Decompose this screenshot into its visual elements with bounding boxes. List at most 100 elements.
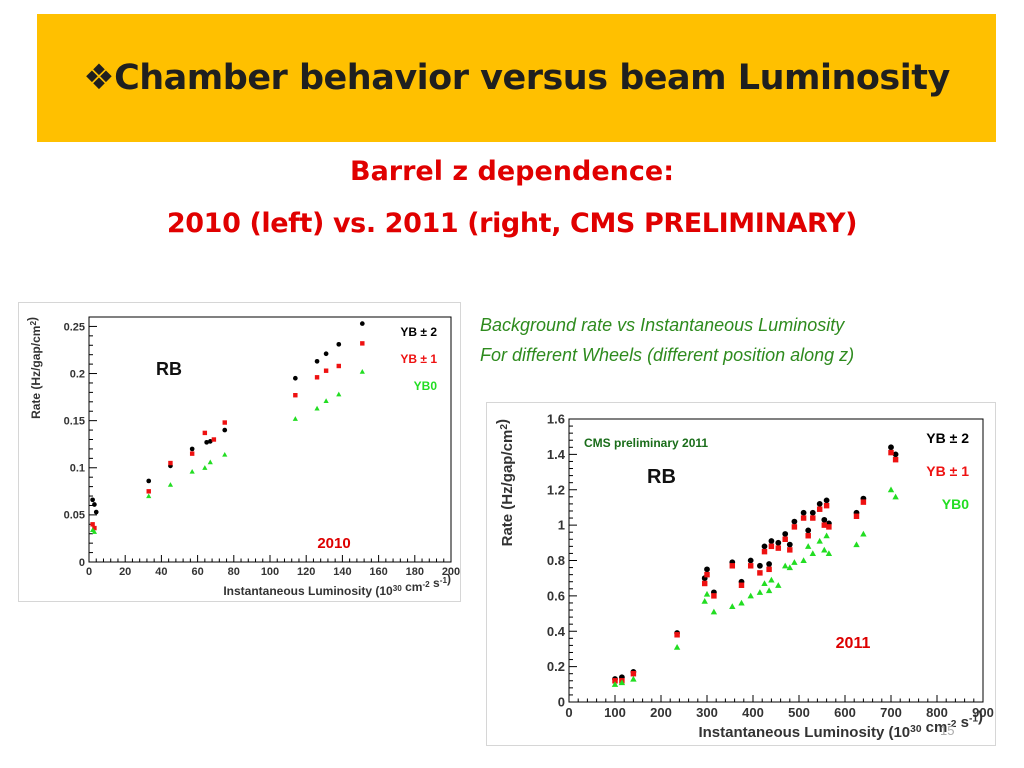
data-point-triangle <box>816 537 823 544</box>
data-point-square <box>630 670 637 677</box>
data-point-triangle <box>292 416 298 421</box>
data-point-square <box>782 536 788 542</box>
data-point-circle <box>821 516 828 523</box>
data-point-square <box>775 545 782 551</box>
year-label: 2010 <box>317 535 350 552</box>
x-tick-label: 900 <box>972 705 994 720</box>
data-point-square <box>860 499 867 505</box>
data-point-circle <box>93 509 99 515</box>
data-point-square <box>826 524 832 530</box>
data-point-square <box>314 375 320 380</box>
data-point-triangle <box>738 599 745 606</box>
data-point-triangle <box>729 603 736 610</box>
data-point-circle <box>359 321 365 326</box>
data-point-circle <box>800 509 807 516</box>
data-point-square <box>146 489 151 494</box>
data-point-circle <box>791 518 798 525</box>
title-bar: ❖Chamber behavior versus beam Luminosity <box>37 14 996 142</box>
legend-entry: YB ± 1 <box>400 352 437 366</box>
data-point-triangle <box>791 559 798 565</box>
data-point-square <box>612 678 618 684</box>
data-point-circle <box>809 509 816 516</box>
data-point-circle <box>314 358 320 364</box>
data-point-circle <box>816 501 823 507</box>
y-tick-label: 0.8 <box>547 553 565 568</box>
data-point-triangle <box>887 486 895 493</box>
chart-2010-panel: 0 20 40 60 80 100 120 140 160 180 200 0 0.05 0.1 0.15 0… <box>18 302 461 602</box>
data-point-square <box>168 460 173 466</box>
description-line-2: For different Wheels (different position… <box>480 345 855 365</box>
y-tick-label: 1.4 <box>547 447 566 462</box>
data-point-triangle <box>701 597 708 604</box>
data-point-triangle <box>853 541 860 548</box>
data-point-square <box>674 632 680 638</box>
chart-2011-panel: 0 100 200 300 400 500 600 700 800 900 0 0.2 0.4 0.6 0.… <box>486 402 996 746</box>
data-point-triangle <box>860 530 867 537</box>
x-tick-label: 300 <box>696 705 718 720</box>
y-tick-label: 0.2 <box>70 368 85 380</box>
data-point-square <box>766 566 772 573</box>
data-point-triangle <box>359 369 365 374</box>
x-tick-label: 0 <box>565 705 572 720</box>
data-point-square <box>293 393 298 398</box>
x-tick-label: 200 <box>650 705 672 720</box>
data-point-square <box>816 506 823 512</box>
y-tick-label: 0.15 <box>64 416 85 428</box>
data-point-square <box>791 524 798 530</box>
data-point-square <box>92 525 97 531</box>
x-tick-label: 500 <box>788 705 810 720</box>
y-tick-label: 0.2 <box>547 659 565 674</box>
data-point-square <box>711 593 717 599</box>
data-point-triangle <box>630 675 637 682</box>
y-tick-label: 0 <box>79 557 85 569</box>
data-point-square <box>853 513 860 520</box>
data-point-triangle <box>146 493 152 499</box>
chart-annotation: CMS preliminary 2011 <box>584 436 708 450</box>
data-point-triangle <box>805 543 812 549</box>
data-point-square <box>202 430 208 436</box>
data-point-triangle <box>756 589 764 595</box>
x-tick-label: 80 <box>228 566 240 578</box>
data-point-circle <box>888 444 894 451</box>
y-tick-label: 1.6 <box>547 412 565 427</box>
y-tick-label: 0.25 <box>64 321 85 333</box>
data-point-triangle <box>323 398 329 403</box>
y-tick-label: 0.4 <box>547 624 566 639</box>
data-point-triangle <box>765 587 773 594</box>
x-tick-label: 700 <box>880 705 902 720</box>
y-tick-label: 0.1 <box>70 463 85 475</box>
data-point-circle <box>207 439 213 444</box>
plot-frame <box>88 316 452 563</box>
data-point-circle <box>761 543 768 550</box>
data-point-square <box>189 451 195 456</box>
region-label: RB <box>156 359 182 379</box>
data-point-triangle <box>768 576 775 583</box>
data-point-square <box>336 363 341 369</box>
data-point-square <box>810 515 816 521</box>
data-point-triangle <box>207 459 213 465</box>
data-point-square <box>768 543 775 550</box>
data-point-square <box>761 548 768 555</box>
y-tick-label: 0.05 <box>64 510 85 522</box>
data-point-triangle <box>786 564 793 571</box>
region-label: RB <box>647 466 676 488</box>
legend-entry: YB ± 1 <box>926 463 969 479</box>
x-tick-label: 180 <box>406 566 424 578</box>
data-point-circle <box>323 351 329 357</box>
description-line-1: Background rate vs Instantaneous Luminos… <box>480 315 845 335</box>
data-point-triangle <box>710 608 718 615</box>
data-point-square <box>323 368 329 373</box>
x-tick-label: 600 <box>834 705 856 720</box>
data-point-circle <box>782 531 789 537</box>
data-point-triangle <box>823 532 830 539</box>
data-point-triangle <box>800 557 807 564</box>
data-point-square <box>90 522 95 527</box>
data-point-square <box>821 522 828 528</box>
data-point-triangle <box>222 451 228 457</box>
slide-title: ❖Chamber behavior versus beam Luminosity <box>37 58 996 98</box>
legend-entry: YB0 <box>414 379 438 393</box>
data-point-circle <box>766 561 772 567</box>
data-point-circle <box>747 557 754 564</box>
data-point-square <box>222 420 227 425</box>
data-point-circle <box>90 497 95 503</box>
